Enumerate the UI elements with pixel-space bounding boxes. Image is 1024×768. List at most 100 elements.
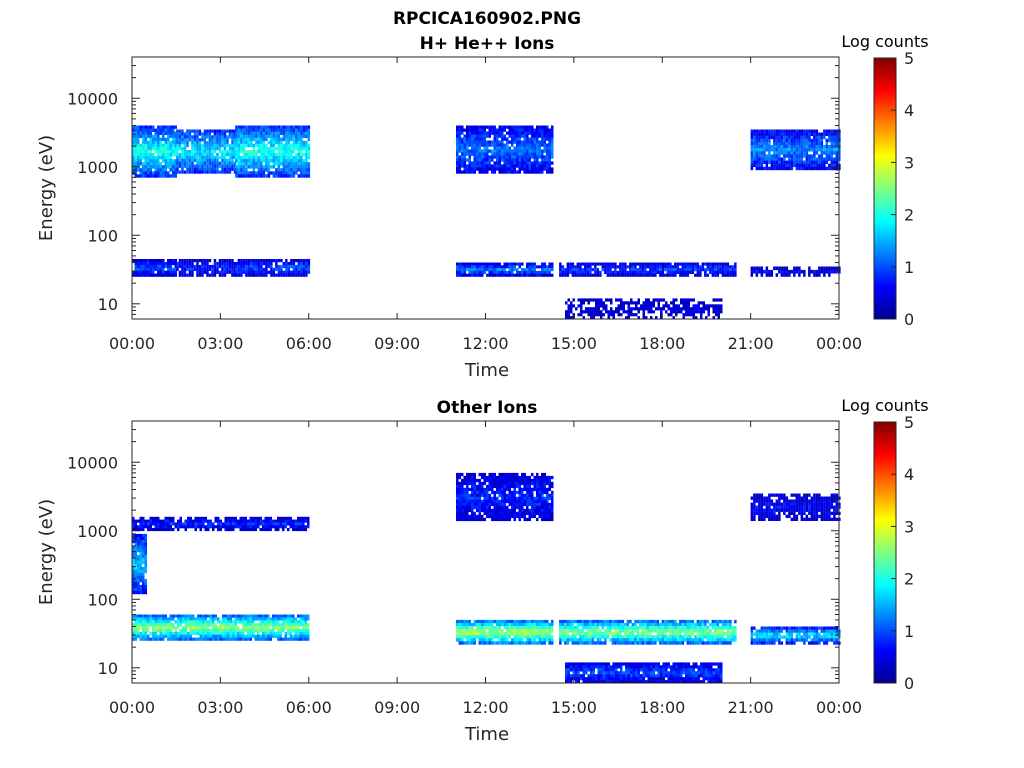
band-cell: [255, 165, 258, 169]
band-cell: [176, 170, 179, 174]
band-cell: [277, 128, 281, 132]
band-cell: [252, 131, 256, 135]
band-cell: [523, 170, 526, 174]
band-cell: [818, 273, 821, 277]
band-cell: [541, 481, 544, 486]
band-cell: [720, 310, 723, 314]
band-cell: [203, 144, 207, 148]
band-cell: [835, 166, 839, 171]
band-cell: [574, 273, 577, 277]
band-cell: [186, 144, 189, 148]
band-cell: [267, 270, 271, 274]
band-cell: [548, 146, 551, 150]
band-cell: [147, 617, 150, 621]
band-cell: [270, 267, 273, 271]
band-cell: [788, 129, 791, 133]
band-cell: [201, 158, 204, 162]
band-cell: [828, 151, 831, 155]
band-cell: [252, 519, 255, 523]
band-cell: [226, 144, 229, 148]
band-cell: [662, 307, 665, 311]
band-cell: [267, 125, 271, 129]
band-cell: [216, 167, 219, 171]
band-cell: [174, 637, 177, 641]
band-cell: [272, 174, 276, 178]
band-cell: [203, 132, 207, 136]
band-cell: [240, 128, 243, 132]
band-cell: [584, 273, 587, 277]
band-cell: [813, 154, 816, 158]
band-cell: [800, 160, 804, 164]
band-cell: [516, 146, 519, 150]
band-cell: [496, 505, 499, 510]
band-cell: [513, 499, 516, 504]
band-cell: [252, 137, 256, 142]
band-cell: [686, 262, 690, 266]
band-cell: [624, 265, 627, 269]
band-cell: [300, 137, 303, 142]
band-cell: [277, 267, 281, 271]
band-cell: [481, 273, 484, 277]
band-cell: [536, 472, 539, 477]
band-cell: [164, 165, 167, 169]
band-cell: [218, 150, 222, 154]
band-cell: [516, 514, 519, 519]
band-cell: [576, 273, 580, 277]
band-cell: [206, 273, 209, 277]
band-cell: [240, 273, 243, 277]
band-cell: [458, 517, 461, 522]
band-cell: [538, 170, 541, 174]
band-cell: [523, 487, 526, 492]
band-cell: [795, 129, 799, 133]
band-cell: [813, 160, 816, 164]
band-cell: [164, 125, 167, 129]
band-cell: [147, 162, 150, 166]
band-cell: [473, 164, 476, 168]
band-cell: [501, 137, 504, 141]
band-cell: [778, 157, 781, 161]
band-cell: [463, 152, 466, 156]
band-cell: [526, 149, 529, 153]
band-cell: [783, 269, 786, 274]
band-cell: [513, 152, 516, 156]
band-cell: [159, 143, 162, 148]
band-cell: [178, 141, 182, 145]
band-cell: [800, 129, 804, 133]
band-cell: [783, 141, 786, 146]
band-cell: [523, 475, 526, 480]
band-cell: [282, 637, 285, 641]
band-cell: [835, 157, 839, 161]
band-cell: [543, 517, 546, 522]
band-cell: [178, 135, 182, 139]
band-cell: [172, 262, 175, 266]
band-cell: [290, 262, 293, 266]
band-cell: [177, 620, 180, 624]
band-cell: [506, 140, 509, 144]
band-cell: [533, 273, 536, 277]
band-cell: [290, 143, 293, 148]
band-cell: [167, 125, 170, 129]
band-cell: [498, 140, 501, 144]
band-cell: [260, 267, 263, 271]
band-cell: [606, 270, 610, 274]
band-cell: [201, 267, 204, 271]
band-cell: [818, 157, 821, 161]
band-cell: [526, 152, 529, 156]
band-cell: [503, 164, 506, 168]
band-cell: [142, 259, 145, 263]
band-cell: [508, 155, 511, 159]
band-cell: [677, 304, 680, 308]
band-cell: [255, 159, 258, 163]
band-cell: [481, 170, 484, 174]
band-cell: [456, 502, 459, 507]
band-cell: [533, 262, 536, 266]
band-cell: [132, 545, 135, 550]
band-cell: [788, 157, 791, 161]
band-cell: [531, 487, 534, 492]
band-cell: [768, 166, 771, 171]
band-cell: [536, 493, 539, 498]
band-cell: [182, 525, 185, 529]
band-cell: [612, 310, 615, 314]
plot-frame: [131, 56, 840, 320]
band-cell: [257, 146, 261, 151]
